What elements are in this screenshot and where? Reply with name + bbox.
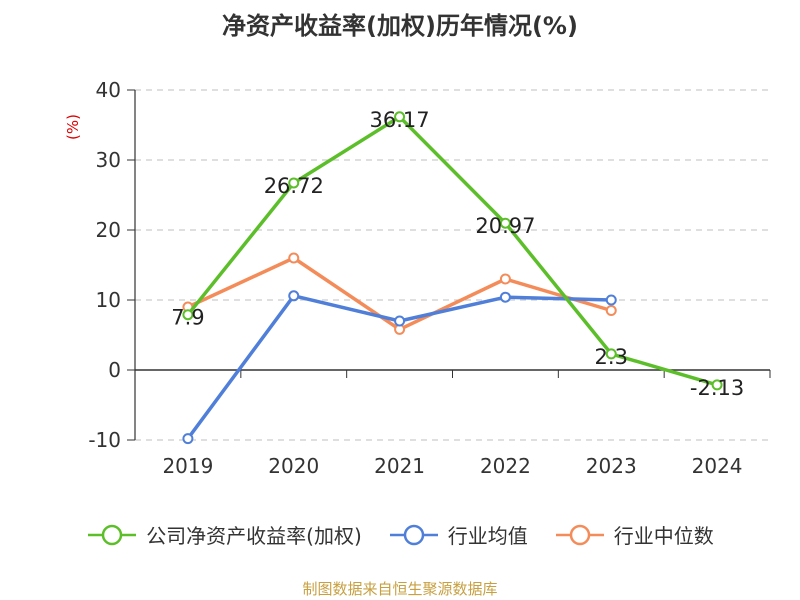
y-tick-label: -10 <box>88 428 121 452</box>
x-tick-label: 2024 <box>692 454 743 478</box>
source-footer: 制图数据来自恒生聚源数据库 <box>302 580 498 598</box>
legend-line-icon <box>389 524 438 545</box>
data-label: 2.3 <box>595 345 628 369</box>
data-point <box>288 252 300 264</box>
data-point <box>288 290 300 302</box>
legend-line-icon <box>555 524 604 545</box>
data-point <box>394 315 406 327</box>
data-label: 7.9 <box>171 306 204 330</box>
x-tick-label: 2020 <box>268 454 319 478</box>
data-label: 26.72 <box>264 174 324 198</box>
data-point <box>182 309 194 321</box>
legend: 公司净资产收益率(加权) 行业均值 行业中位数 <box>0 520 800 549</box>
data-point <box>711 379 723 391</box>
data-point <box>394 111 406 123</box>
y-tick-label: 0 <box>108 358 121 382</box>
data-point <box>288 177 300 189</box>
y-axis-label: (%) <box>64 114 82 140</box>
data-point <box>605 294 617 306</box>
x-tick-label: 2022 <box>480 454 531 478</box>
legend-label: 行业中位数 <box>613 524 714 548</box>
data-point <box>182 433 194 445</box>
data-point <box>605 348 617 360</box>
data-point <box>499 217 511 229</box>
x-tick-label: 2019 <box>162 454 213 478</box>
data-point <box>499 273 511 285</box>
x-tick-label: 2021 <box>374 454 425 478</box>
legend-item[interactable]: 行业均值 <box>388 520 528 549</box>
data-label: -2.13 <box>690 376 744 400</box>
legend-label: 公司净资产收益率(加权) <box>146 524 362 548</box>
data-point <box>605 305 617 316</box>
data-label: 36.17 <box>370 108 430 132</box>
data-label: 20.97 <box>475 214 535 238</box>
legend-item[interactable]: 公司净资产收益率(加权) <box>86 520 362 549</box>
legend-label: 行业均值 <box>447 524 528 548</box>
legend-item[interactable]: 行业中位数 <box>554 520 714 549</box>
data-point <box>499 291 511 303</box>
y-tick-label: 30 <box>96 148 121 172</box>
chart-title: 净资产收益率(加权)历年情况(%) <box>222 12 578 40</box>
y-tick-label: 40 <box>96 78 121 102</box>
y-tick-label: 20 <box>96 218 121 242</box>
series-line <box>186 115 718 387</box>
y-tick-label: 10 <box>96 288 121 312</box>
legend-line-icon <box>88 524 137 545</box>
x-tick-label: 2023 <box>586 454 637 478</box>
